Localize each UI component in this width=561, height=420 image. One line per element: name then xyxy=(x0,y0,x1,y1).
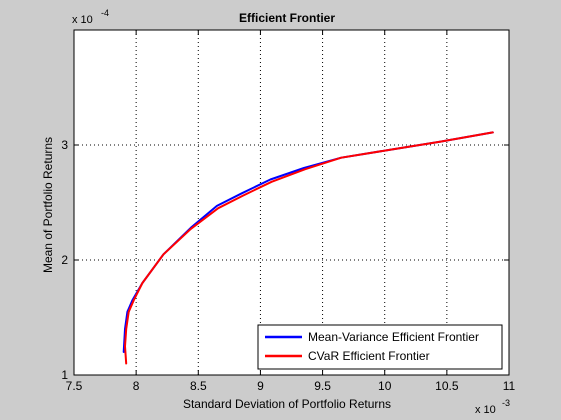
chart-title: Efficient Frontier xyxy=(239,11,335,25)
axes-box xyxy=(73,29,510,376)
x-tick-label: 8 xyxy=(133,379,140,393)
y-tick-label: 1 xyxy=(61,368,68,382)
y-multiplier-exponent: -4 xyxy=(101,8,109,18)
x-axis-multiplier: x 10 -3 xyxy=(475,398,510,416)
y-axis-label: Mean of Portfolio Returns xyxy=(41,137,55,273)
y-axis-multiplier: x 10 -4 xyxy=(72,8,109,26)
y-multiplier-base: x 10 xyxy=(72,14,93,26)
x-tick-labels: 7.5 8 8.5 9 9.5 10 10.5 11 xyxy=(66,379,516,393)
series-line-cvar xyxy=(124,131,494,365)
legend-label-mean-variance: Mean-Variance Efficient Frontier xyxy=(308,330,479,344)
x-tick-label: 10.5 xyxy=(435,379,459,393)
x-multiplier-base: x 10 xyxy=(475,404,496,416)
x-tick-label: 9 xyxy=(257,379,264,393)
legend-box xyxy=(257,324,503,370)
tick-marks xyxy=(73,30,510,376)
x-tick-label: 7.5 xyxy=(66,379,83,393)
series-layer xyxy=(122,131,494,365)
legend: Mean-Variance Efficient Frontier CVaR Ef… xyxy=(257,324,503,370)
x-tick-label: 11 xyxy=(503,379,516,393)
y-tick-labels: 1 2 3 xyxy=(61,138,68,382)
grid xyxy=(74,30,509,375)
x-multiplier-exponent: -3 xyxy=(502,398,510,408)
legend-label-cvar: CVaR Efficient Frontier xyxy=(308,349,430,363)
x-tick-label: 10 xyxy=(378,379,392,393)
x-tick-label: 9.5 xyxy=(314,379,331,393)
y-tick-label: 2 xyxy=(61,253,68,267)
x-tick-label: 8.5 xyxy=(190,379,207,393)
plot-area xyxy=(74,30,509,375)
y-tick-label: 3 xyxy=(61,138,68,152)
x-axis-label: Standard Deviation of Portfolio Returns xyxy=(183,397,391,411)
